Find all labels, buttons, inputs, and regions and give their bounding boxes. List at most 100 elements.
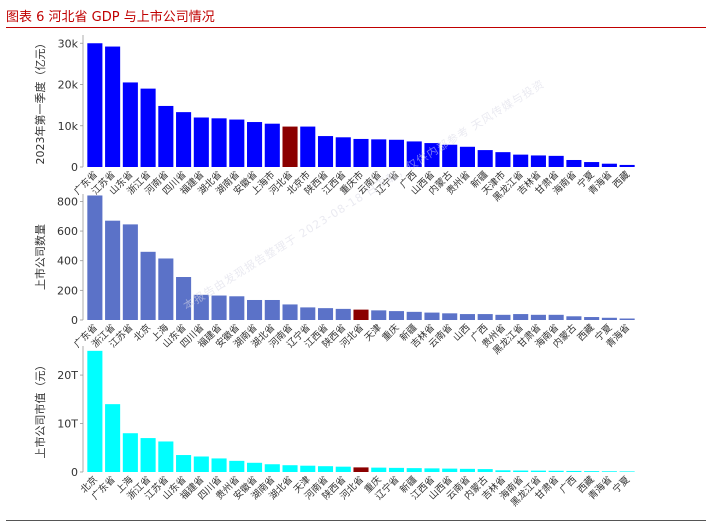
bar-23: [495, 152, 511, 167]
bar-28: [584, 162, 600, 167]
bar-21: [459, 314, 475, 320]
bar-21: [459, 146, 475, 167]
bar-19: [424, 143, 440, 167]
bar-1: [105, 404, 121, 472]
bar-20: [442, 313, 458, 320]
bar-25: [530, 155, 546, 167]
bar-14: [335, 466, 351, 472]
x-tick-label: 天津: [363, 322, 385, 344]
x-tick-label: 宁夏: [610, 473, 632, 495]
bar-11: [282, 304, 298, 320]
bar-24: [513, 470, 529, 472]
y-tick-label: 20k: [58, 79, 79, 92]
bar-8: [229, 119, 245, 167]
bar-5: [176, 455, 192, 472]
bar-27: [566, 159, 582, 167]
y-tick-label: 800: [57, 195, 78, 208]
bar-16: [371, 467, 387, 472]
bar-10: [264, 299, 280, 320]
bar-23: [495, 470, 511, 472]
bar-22: [477, 314, 493, 320]
y-tick-label: 200: [57, 284, 78, 297]
x-tick-label: 重庆: [380, 321, 402, 343]
bar-30: [619, 318, 635, 320]
bar-15: [353, 467, 369, 472]
bar-20: [442, 144, 458, 167]
bar-3: [140, 251, 156, 320]
x-tick-label: 西藏: [575, 321, 597, 343]
bar-4: [158, 105, 174, 167]
bar-16: [371, 310, 387, 320]
bar-13: [317, 466, 334, 472]
bar-29: [601, 163, 617, 167]
bar-2: [122, 82, 138, 167]
bar-10: [264, 464, 280, 472]
y-tick-label: 10k: [58, 120, 79, 133]
bar-9: [247, 122, 263, 167]
bar-18: [406, 468, 422, 472]
bar-1: [105, 46, 121, 167]
bar-25: [530, 470, 546, 472]
y-tick-label: 0: [71, 314, 78, 327]
bar-27: [566, 470, 582, 472]
bar-16: [371, 139, 387, 167]
bar-30: [619, 471, 635, 472]
y-tick-label: 600: [57, 225, 78, 238]
bar-13: [317, 308, 334, 320]
bar-10: [264, 123, 280, 167]
bar-7: [211, 458, 227, 472]
bar-26: [548, 314, 564, 320]
bar-28: [584, 317, 600, 320]
bar-17: [388, 311, 405, 320]
bar-7: [211, 295, 227, 320]
x-tick-label: 北京: [131, 322, 153, 344]
bar-18: [406, 141, 422, 167]
bar-29: [601, 317, 617, 320]
y-tick-label: 0: [71, 161, 78, 174]
bar-17: [388, 467, 405, 472]
bar-6: [193, 117, 209, 167]
bar-30: [619, 164, 635, 167]
bar-12: [300, 307, 316, 320]
bar-20: [442, 468, 458, 472]
bar-15: [353, 309, 369, 320]
bar-27: [566, 316, 582, 320]
y-axis-title: 上市公司市值（元）: [33, 360, 47, 459]
bar-22: [477, 469, 493, 472]
bar-9: [247, 299, 263, 320]
bar-9: [247, 462, 263, 472]
chart-market-cap: 010T20T上市公司市值（元）北京广东省上海浙江省江苏省山东省福建省四川省贵州…: [33, 346, 635, 509]
bar-19: [424, 468, 440, 472]
bar-3: [140, 438, 156, 472]
bar-13: [317, 136, 334, 167]
bar-22: [477, 150, 493, 167]
bar-0: [87, 195, 103, 320]
bar-5: [176, 277, 192, 320]
figure-title: 图表 6 河北省 GDP 与上市公司情况: [6, 10, 215, 25]
bar-24: [513, 154, 529, 167]
y-tick-label: 30k: [58, 37, 79, 50]
bar-11: [282, 465, 298, 472]
y-tick-label: 10T: [57, 418, 78, 431]
bar-6: [193, 456, 209, 472]
bar-14: [335, 137, 351, 167]
footer-divider: [6, 520, 706, 521]
bar-24: [513, 314, 529, 320]
chart-gdp: 010k20k30k2023年第一季度（亿元）广东省江苏省山东省浙江省河南省四川…: [33, 35, 635, 204]
bar-21: [459, 468, 475, 472]
bar-1: [105, 220, 121, 320]
x-tick-label: 山西: [451, 322, 472, 343]
bar-8: [229, 460, 245, 472]
y-axis-title: 上市公司数量: [33, 224, 47, 290]
bar-23: [495, 314, 511, 320]
bar-2: [122, 433, 138, 472]
bar-4: [158, 441, 174, 472]
y-axis-title: 2023年第一季度（亿元）: [33, 38, 47, 165]
bar-0: [87, 43, 103, 167]
bar-17: [388, 139, 405, 167]
bar-18: [406, 311, 422, 320]
y-tick-label: 0: [71, 466, 78, 479]
bar-14: [335, 308, 351, 320]
bar-12: [300, 465, 316, 472]
bar-11: [282, 126, 298, 167]
